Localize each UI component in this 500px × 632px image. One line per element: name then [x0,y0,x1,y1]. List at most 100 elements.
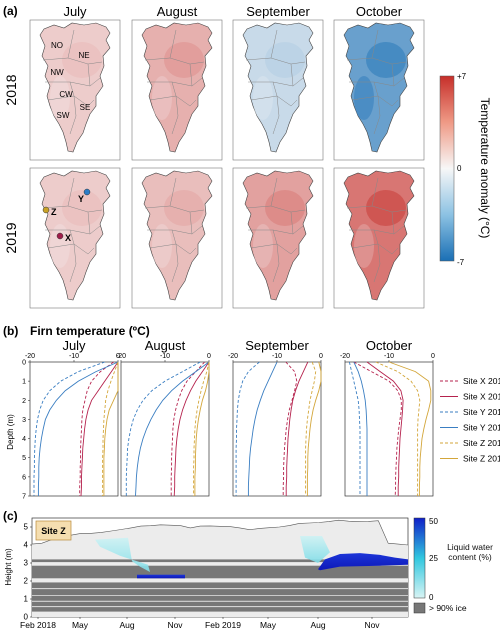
lwc-tick-0: 0 [429,593,434,602]
x-tick-label: 0 [116,353,120,360]
x-tick-label: -20 [228,353,238,360]
profile-site-z-2019 [194,362,210,496]
legend-label: Site X 2018 [463,376,500,386]
region-border [349,225,405,235]
region-border [147,225,203,235]
region-border [346,205,407,213]
site-label-z: Z [51,207,57,217]
y-tick-label: 7 [22,494,26,501]
region-border [87,211,91,235]
x-tick-label: -10 [272,353,282,360]
site-label: Site Z [41,526,66,536]
year-label-2018: 2018 [3,74,19,105]
x-tick-label: -10 [69,353,79,360]
month-title-july: July [63,4,87,19]
y-tick-label: 2 [22,398,26,405]
x-tick-label: -20 [25,353,35,360]
region-border [373,95,381,135]
region-border [42,205,103,213]
site-label-box [35,520,72,541]
profile-site-y-2019 [37,361,119,496]
y-tick-label: 3 [22,417,26,424]
y-tick-label: 5 [22,455,26,462]
region-border [346,57,407,65]
x-tick-label: -10 [384,353,394,360]
region-border [351,243,399,255]
region-border [373,229,379,245]
region-border [149,243,197,255]
region-border [45,77,101,87]
x-tick-label: Feb 2018 [20,620,56,630]
firn-frame [232,361,322,497]
x-tick-label: -20 [116,353,126,360]
profile-site-x-2019 [173,361,210,497]
anomaly-blob [265,42,305,78]
site-z-height-plot: 0 1 2 3 4 5 Feb 2018 May Aug Nov Feb 2019 May Aug Nov… [20,517,409,630]
region-border [245,57,306,65]
site-marker-z [42,206,50,214]
map-october-2018 [333,19,425,161]
profile-site-x-2019 [366,361,404,496]
region-border [171,243,179,283]
profile-site-x-2018 [170,361,205,496]
month-title-october: October [356,4,403,19]
legend-label: Site Z 2018 [463,438,500,448]
profile-site-y-2018 [33,361,105,496]
region-label-no: NO [51,41,63,50]
ice-band [32,589,408,596]
region-border [270,29,278,59]
month-title-august: August [157,4,198,19]
map-october-2019 [333,167,425,309]
profile-site-z-2018 [375,361,421,496]
ice-band [32,559,408,563]
region-border [290,211,294,235]
profile-site-y-2018 [125,361,201,496]
y-tick-label: 4 [22,436,26,443]
region-border [270,177,278,207]
lwc-tick-50: 50 [429,517,438,526]
region-border [373,243,381,283]
depth-axis-label: Depth (m) [6,414,15,450]
profile-site-y-2019 [353,361,368,496]
x-tick-label: Nov [364,620,380,630]
wet-event-2019-core [318,553,408,571]
panel-label-a: (a) [3,4,18,18]
x-tick-label: 0 [207,353,211,360]
region-border [147,77,203,87]
firn-month-title: October [366,338,413,353]
region-label-cw: CW [59,90,73,99]
region-border [391,63,395,87]
ice-band [32,601,408,607]
region-border [42,57,103,65]
firn-legend: Site X 2018 Site X 2019 Site Y 2018 Site Y … [440,376,500,464]
region-border [245,205,306,213]
x-tick-label: Nov [167,620,183,630]
region-border [45,225,101,235]
year-label-2019: 2019 [3,222,19,253]
legend-label: Site Y 2019 [463,423,500,433]
wet-event-2018-core [137,574,185,579]
region-label-sw: SW [57,111,70,120]
region-border [67,29,75,59]
region-border [87,63,91,87]
site-marker-x [56,232,64,240]
map-september-2019 [232,167,324,309]
map-september-2018 [232,19,324,161]
region-border [373,81,379,97]
region-border [272,95,280,135]
profile-site-z-2019 [306,361,322,496]
firn-month-title: July [62,338,86,353]
region-label-se: SE [80,103,91,112]
legend-label: Site Z 2019 [463,454,500,464]
site-label-y: Y [78,194,84,204]
y-tick-label: 3 [24,559,29,568]
region-border [171,229,177,245]
region-border [391,211,395,235]
region-border [189,63,193,87]
ice-band [32,565,408,579]
region-border [250,95,298,107]
y-tick-label: 5 [24,523,29,532]
ice-swatch [413,602,426,614]
profile-site-z-2019 [388,361,432,496]
lwc-colorbar [413,517,426,599]
